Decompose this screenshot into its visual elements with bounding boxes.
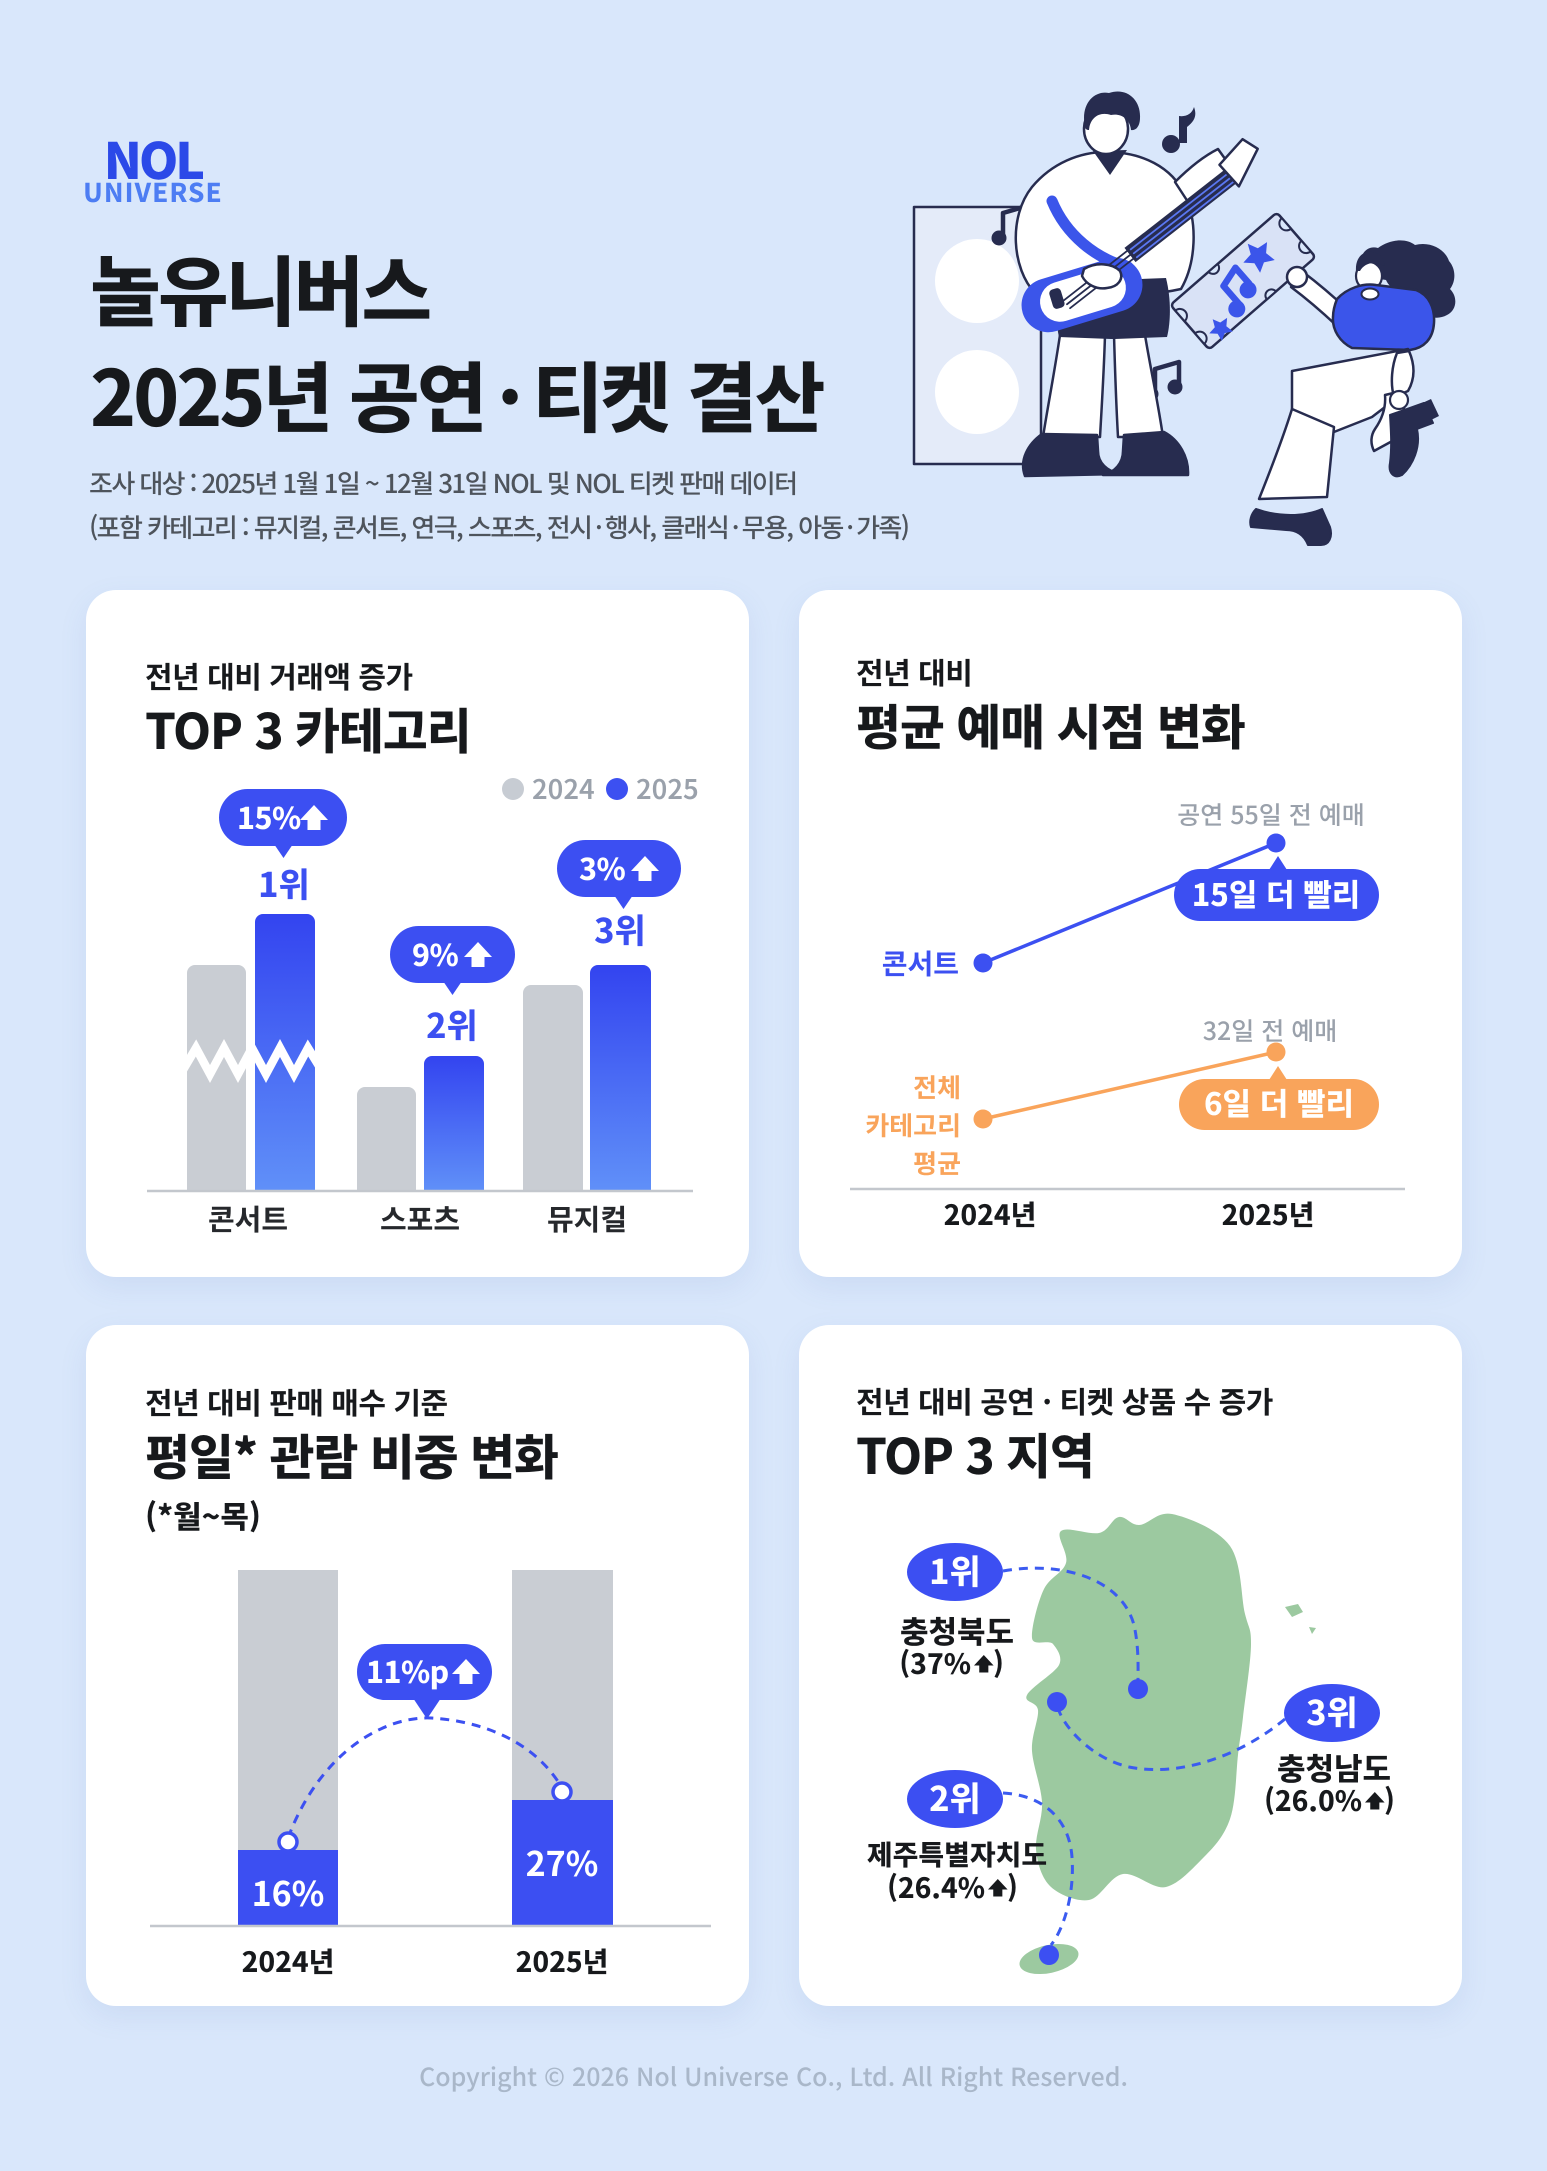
svg-text:공연 55일 전 예매: 공연 55일 전 예매 xyxy=(1177,796,1365,832)
svg-text:16%: 16% xyxy=(252,1867,325,1916)
svg-text:(37%: (37% xyxy=(899,1643,971,1683)
svg-text:11%p: 11%p xyxy=(366,1648,449,1692)
svg-text:6일 더 빨리: 6일 더 빨리 xyxy=(1204,1079,1354,1124)
svg-text:15%: 15% xyxy=(237,794,301,838)
svg-text:평균: 평균 xyxy=(913,1144,961,1181)
svg-text:2025년: 2025년 xyxy=(1222,1194,1315,1234)
svg-text:카테고리: 카테고리 xyxy=(865,1106,961,1143)
svg-text:3위: 3위 xyxy=(594,904,646,953)
svg-text:전체: 전체 xyxy=(913,1068,961,1105)
svg-text:1위: 1위 xyxy=(929,1545,981,1594)
svg-text:): ) xyxy=(1007,1867,1018,1907)
svg-text:스포츠: 스포츠 xyxy=(380,1197,460,1239)
svg-text:): ) xyxy=(993,1643,1004,1683)
svg-text:1위: 1위 xyxy=(258,858,310,907)
svg-text:뮤지컬: 뮤지컬 xyxy=(547,1197,627,1239)
svg-text:9%: 9% xyxy=(412,931,458,975)
svg-text:32일 전 예매: 32일 전 예매 xyxy=(1203,1012,1338,1048)
svg-text:2024년: 2024년 xyxy=(944,1194,1037,1234)
svg-text:): ) xyxy=(1384,1780,1395,1820)
svg-text:3위: 3위 xyxy=(1306,1686,1358,1735)
svg-text:2025년: 2025년 xyxy=(516,1941,609,1981)
svg-text:제주특별자치도: 제주특별자치도 xyxy=(867,1834,1047,1874)
svg-text:2위: 2위 xyxy=(929,1772,981,1821)
svg-text:15일 더 빨리: 15일 더 빨리 xyxy=(1192,870,1361,915)
svg-text:2025: 2025 xyxy=(636,768,699,807)
svg-text:2024년: 2024년 xyxy=(242,1941,335,1981)
svg-text:(26.4%: (26.4% xyxy=(887,1867,985,1907)
svg-text:2위: 2위 xyxy=(426,999,478,1048)
svg-text:2024: 2024 xyxy=(532,768,595,807)
svg-text:(26.0%: (26.0% xyxy=(1264,1780,1362,1820)
svg-text:27%: 27% xyxy=(526,1837,599,1886)
svg-text:충청남도: 충청남도 xyxy=(1277,1744,1391,1789)
svg-text:콘서트: 콘서트 xyxy=(208,1197,288,1239)
svg-text:3%: 3% xyxy=(579,845,625,889)
svg-text:콘서트: 콘서트 xyxy=(882,943,959,983)
svg-text:충청북도: 충청북도 xyxy=(900,1607,1014,1652)
